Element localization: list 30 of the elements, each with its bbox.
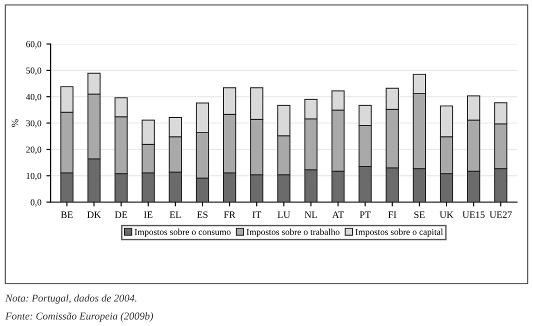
y-axis-title: % xyxy=(12,119,18,127)
x-tick-label: FR xyxy=(224,212,236,218)
x-tick-label: SE xyxy=(414,211,425,218)
legend-label: Impostos sobre o trabalho xyxy=(246,228,340,237)
x-tick-label: UE15 xyxy=(462,211,485,218)
x-tick-label: LU xyxy=(278,212,290,218)
x-tick-label: IT xyxy=(252,212,262,218)
x-tick-label: DK xyxy=(87,212,101,218)
y-tick-label: 10,0 xyxy=(26,172,42,180)
x-tick-label: IE xyxy=(144,212,152,218)
y-tick-label: 60,0 xyxy=(26,41,42,49)
legend-label: Impostos sobre o consumo xyxy=(134,228,231,237)
x-tick-label: ES xyxy=(197,211,208,218)
x-tick-label: EL xyxy=(170,212,181,218)
y-tick-label: 0,0 xyxy=(30,199,42,207)
x-tick-label: PT xyxy=(360,212,371,218)
text: Nota: Portugal, dados de 2004. xyxy=(5,294,136,304)
y-tick-label: 40,0 xyxy=(26,94,42,102)
y-tick-label: 50,0 xyxy=(26,67,42,75)
x-tick-label: DE xyxy=(114,212,128,218)
y-tick-label: 20,0 xyxy=(26,146,42,154)
x-tick-label: FI xyxy=(388,212,396,218)
x-tick-label: UE27 xyxy=(490,211,512,218)
x-tick-label: NL xyxy=(304,212,317,218)
x-tick-label: UK xyxy=(440,212,454,218)
y-tick-label: 30,0 xyxy=(26,120,42,128)
x-tick-label: AT xyxy=(332,211,344,218)
legend-label: Impostos sobre o capital xyxy=(355,228,443,237)
x-tick-label: BE xyxy=(60,212,73,218)
source-note: Fonte: Comissão Europeia (2009b) xyxy=(5,312,154,322)
